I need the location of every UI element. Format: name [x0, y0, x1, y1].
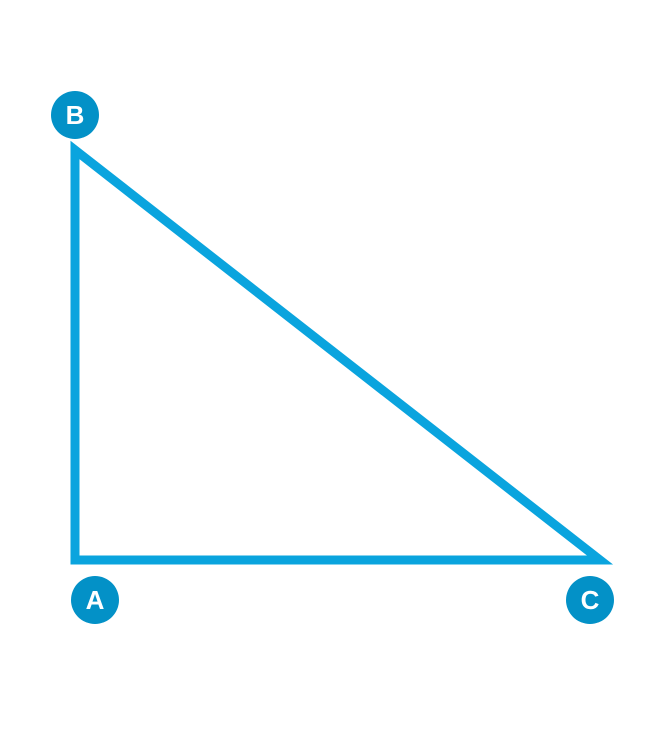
triangle-diagram: A B C [0, 0, 650, 750]
vertex-label-a: A [71, 576, 119, 624]
vertex-label-b: B [51, 91, 99, 139]
vertex-label-c: C [566, 576, 614, 624]
